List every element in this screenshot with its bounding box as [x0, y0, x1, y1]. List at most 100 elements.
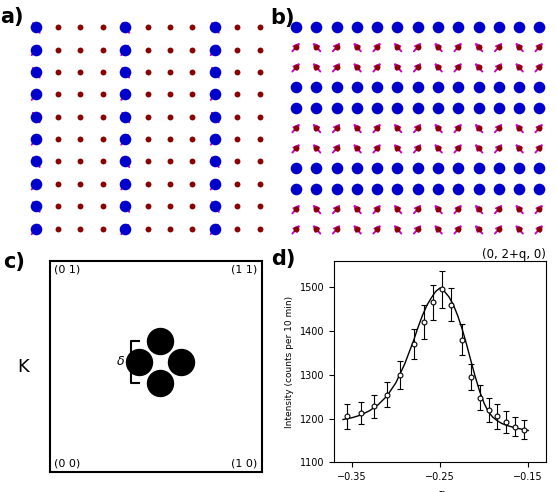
Point — [373, 225, 382, 233]
Point — [494, 185, 503, 193]
Point — [433, 124, 442, 132]
Point — [121, 113, 130, 121]
Point — [494, 225, 503, 233]
Point — [233, 202, 242, 210]
Point — [474, 23, 483, 31]
Point — [165, 135, 174, 143]
Point — [333, 84, 341, 92]
Point — [165, 68, 174, 76]
Point — [188, 68, 197, 76]
Point — [413, 205, 422, 213]
Point — [233, 135, 242, 143]
Y-axis label: Intensity (counts per 10 min): Intensity (counts per 10 min) — [285, 296, 294, 428]
Point — [433, 205, 442, 213]
Point — [292, 23, 301, 31]
Point — [353, 205, 361, 213]
Point — [535, 84, 544, 92]
Point — [99, 157, 108, 165]
Point — [515, 84, 524, 92]
Point — [515, 225, 524, 233]
Point — [515, 63, 524, 71]
Point — [292, 124, 301, 132]
Point — [143, 91, 152, 98]
Point — [177, 358, 186, 366]
Point — [333, 185, 341, 193]
Point — [76, 202, 85, 210]
Point — [535, 144, 544, 152]
Point — [53, 202, 62, 210]
Point — [413, 104, 422, 112]
Point — [535, 225, 544, 233]
Point — [292, 225, 301, 233]
Point — [413, 63, 422, 71]
Point — [393, 104, 402, 112]
Point — [433, 144, 442, 152]
Text: (0, 2+q, 0): (0, 2+q, 0) — [482, 248, 546, 261]
Point — [188, 225, 197, 233]
Point — [188, 113, 197, 121]
Point — [515, 144, 524, 152]
Point — [156, 337, 165, 345]
Point — [143, 113, 152, 121]
Point — [413, 84, 422, 92]
Point — [76, 157, 85, 165]
Point — [143, 23, 152, 31]
Point — [494, 43, 503, 51]
Point — [413, 23, 422, 31]
Point — [333, 104, 341, 112]
Point — [211, 180, 219, 188]
Point — [143, 68, 152, 76]
Point — [413, 185, 422, 193]
Point — [454, 84, 463, 92]
Point — [535, 23, 544, 31]
Point — [454, 63, 463, 71]
Point — [188, 91, 197, 98]
Point — [31, 23, 40, 31]
Point — [76, 46, 85, 54]
Point — [255, 225, 264, 233]
Point — [353, 43, 361, 51]
Point — [312, 84, 321, 92]
Point — [515, 124, 524, 132]
Text: (0 1): (0 1) — [55, 265, 81, 275]
Point — [165, 180, 174, 188]
Point — [53, 135, 62, 143]
Point — [535, 164, 544, 172]
Point — [121, 202, 130, 210]
Point — [292, 63, 301, 71]
Point — [135, 358, 144, 366]
Point — [76, 135, 85, 143]
Point — [312, 225, 321, 233]
Point — [233, 225, 242, 233]
Point — [143, 157, 152, 165]
Point — [413, 144, 422, 152]
Point — [165, 202, 174, 210]
Point — [494, 23, 503, 31]
Point — [255, 46, 264, 54]
Point — [515, 43, 524, 51]
Point — [255, 23, 264, 31]
Point — [433, 63, 442, 71]
Point — [76, 113, 85, 121]
Point — [474, 164, 483, 172]
Point — [535, 185, 544, 193]
Point — [233, 113, 242, 121]
Point — [413, 225, 422, 233]
Point — [333, 43, 341, 51]
Point — [333, 225, 341, 233]
Point — [31, 202, 40, 210]
Point — [121, 135, 130, 143]
Point — [255, 157, 264, 165]
Point — [312, 144, 321, 152]
Point — [76, 180, 85, 188]
Point — [31, 113, 40, 121]
Point — [393, 205, 402, 213]
Point — [373, 23, 382, 31]
Point — [255, 68, 264, 76]
Point — [292, 84, 301, 92]
Text: a): a) — [0, 7, 23, 27]
Point — [373, 144, 382, 152]
Point — [121, 23, 130, 31]
Point — [312, 205, 321, 213]
Point — [211, 225, 219, 233]
